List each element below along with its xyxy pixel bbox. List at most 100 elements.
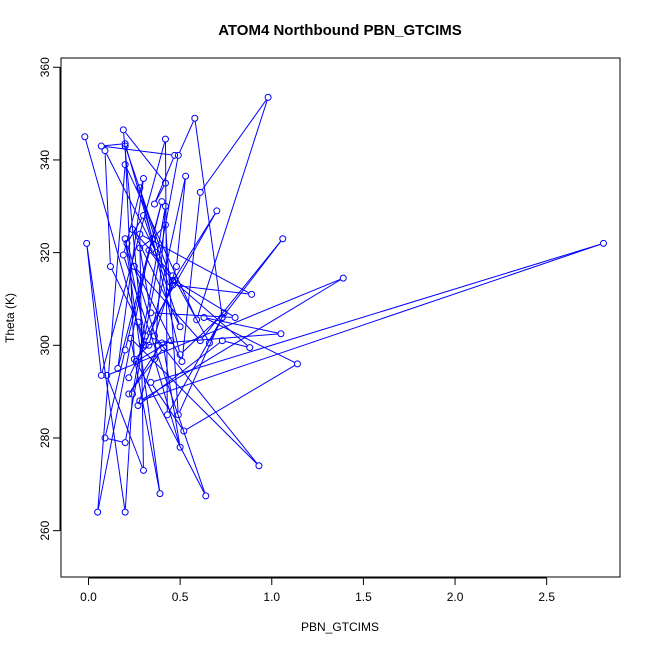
data-point (136, 244, 144, 252)
data-point (119, 126, 127, 134)
data-point (121, 140, 129, 148)
data-point (125, 374, 133, 382)
series-line-segment (201, 99, 267, 190)
data-point (141, 332, 149, 340)
series-line-segment (109, 278, 341, 375)
data-point (121, 346, 129, 354)
data-point (136, 184, 144, 192)
data-point (128, 390, 136, 398)
series-line-segment (124, 397, 133, 509)
data-point (161, 221, 169, 229)
series-line-segment (130, 341, 160, 491)
data-point (83, 239, 91, 247)
plot-frame (60, 57, 621, 578)
y-tick-label: 260 (38, 520, 52, 540)
data-point (156, 490, 164, 498)
data-point (174, 411, 182, 419)
data-point (277, 330, 285, 338)
series-line-segment (85, 139, 144, 343)
data-point (127, 334, 135, 342)
data-point (125, 390, 133, 398)
series-line-segment (139, 251, 151, 310)
data-point (130, 355, 138, 363)
series-line-segment (202, 241, 282, 339)
data-point (167, 337, 175, 345)
series-line-segment (125, 149, 173, 283)
data-point (182, 172, 190, 180)
y-tick-label: 340 (38, 150, 52, 170)
data-point (121, 439, 129, 447)
data-point (139, 212, 147, 220)
series-line-segment (107, 378, 143, 468)
data-point (136, 230, 144, 238)
series-line-segment (153, 243, 601, 382)
data-point (152, 249, 160, 257)
series-line-segment (104, 143, 122, 147)
series-line-segment (176, 179, 186, 264)
series-line-segment (152, 384, 183, 429)
data-point (191, 114, 199, 122)
series-line-segment (170, 213, 216, 285)
data-point (193, 316, 201, 324)
series-line-segment (179, 121, 194, 153)
series-line-segment (132, 340, 257, 464)
data-point (246, 344, 254, 352)
series-line-segment (97, 253, 149, 509)
series-line-segment (194, 121, 223, 315)
data-point (169, 281, 177, 289)
series-line-segment (176, 284, 249, 295)
data-point (161, 202, 169, 210)
chart-title: ATOM4 Northbound PBN_GTCIMS (218, 22, 462, 39)
data-point (169, 276, 177, 284)
series-line-segment (86, 246, 126, 509)
data-point (160, 344, 168, 352)
series-line-segment (186, 365, 295, 430)
series-line-segment (142, 243, 601, 401)
series-line-segment (126, 167, 196, 317)
series-line-segment (207, 317, 278, 334)
data-point (180, 427, 188, 435)
series-line-segment (181, 195, 201, 359)
series-line-segment (165, 228, 179, 412)
series-line-segment (165, 333, 278, 344)
data-point (150, 332, 158, 340)
y-tick-label: 360 (38, 57, 52, 77)
data-point (174, 151, 182, 159)
data-point (132, 358, 140, 366)
series-line-segment (142, 235, 249, 294)
data-point (128, 225, 136, 233)
series-line-segment (175, 282, 248, 346)
series-line-segment (125, 242, 161, 491)
data-point (94, 508, 102, 516)
series-line-segment (101, 142, 166, 373)
x-tick-label: 2.0 (447, 590, 464, 604)
data-point (145, 246, 153, 254)
series-line-segment (155, 158, 174, 202)
data-point (136, 397, 144, 405)
data-point (158, 198, 166, 206)
data-point (81, 133, 89, 141)
axes-layer: 0.0 0.5 1.0 1.5 2.0 2.5 260 280 300 320 340 360 (38, 57, 555, 604)
data-point (149, 235, 157, 243)
data-point (150, 200, 158, 208)
series-line-segment (142, 240, 151, 247)
data-point (172, 263, 180, 271)
data-point (97, 142, 105, 150)
series-line-segment (105, 353, 125, 435)
series-line-segment (206, 318, 295, 363)
data-point (248, 290, 256, 298)
data-point (163, 411, 171, 419)
series-line-segment (163, 350, 181, 444)
series-line-segment (130, 345, 161, 392)
data-point (134, 402, 142, 410)
y-tick-label: 320 (38, 242, 52, 262)
data-point (130, 263, 138, 271)
series-line-segment (86, 246, 102, 373)
data-point (196, 188, 204, 196)
data-point (121, 142, 129, 150)
series-line-segment (140, 190, 169, 285)
y-tick-label: 300 (38, 335, 52, 355)
data-point (121, 235, 129, 243)
series-layer (81, 93, 608, 516)
series-line-segment (125, 132, 164, 181)
